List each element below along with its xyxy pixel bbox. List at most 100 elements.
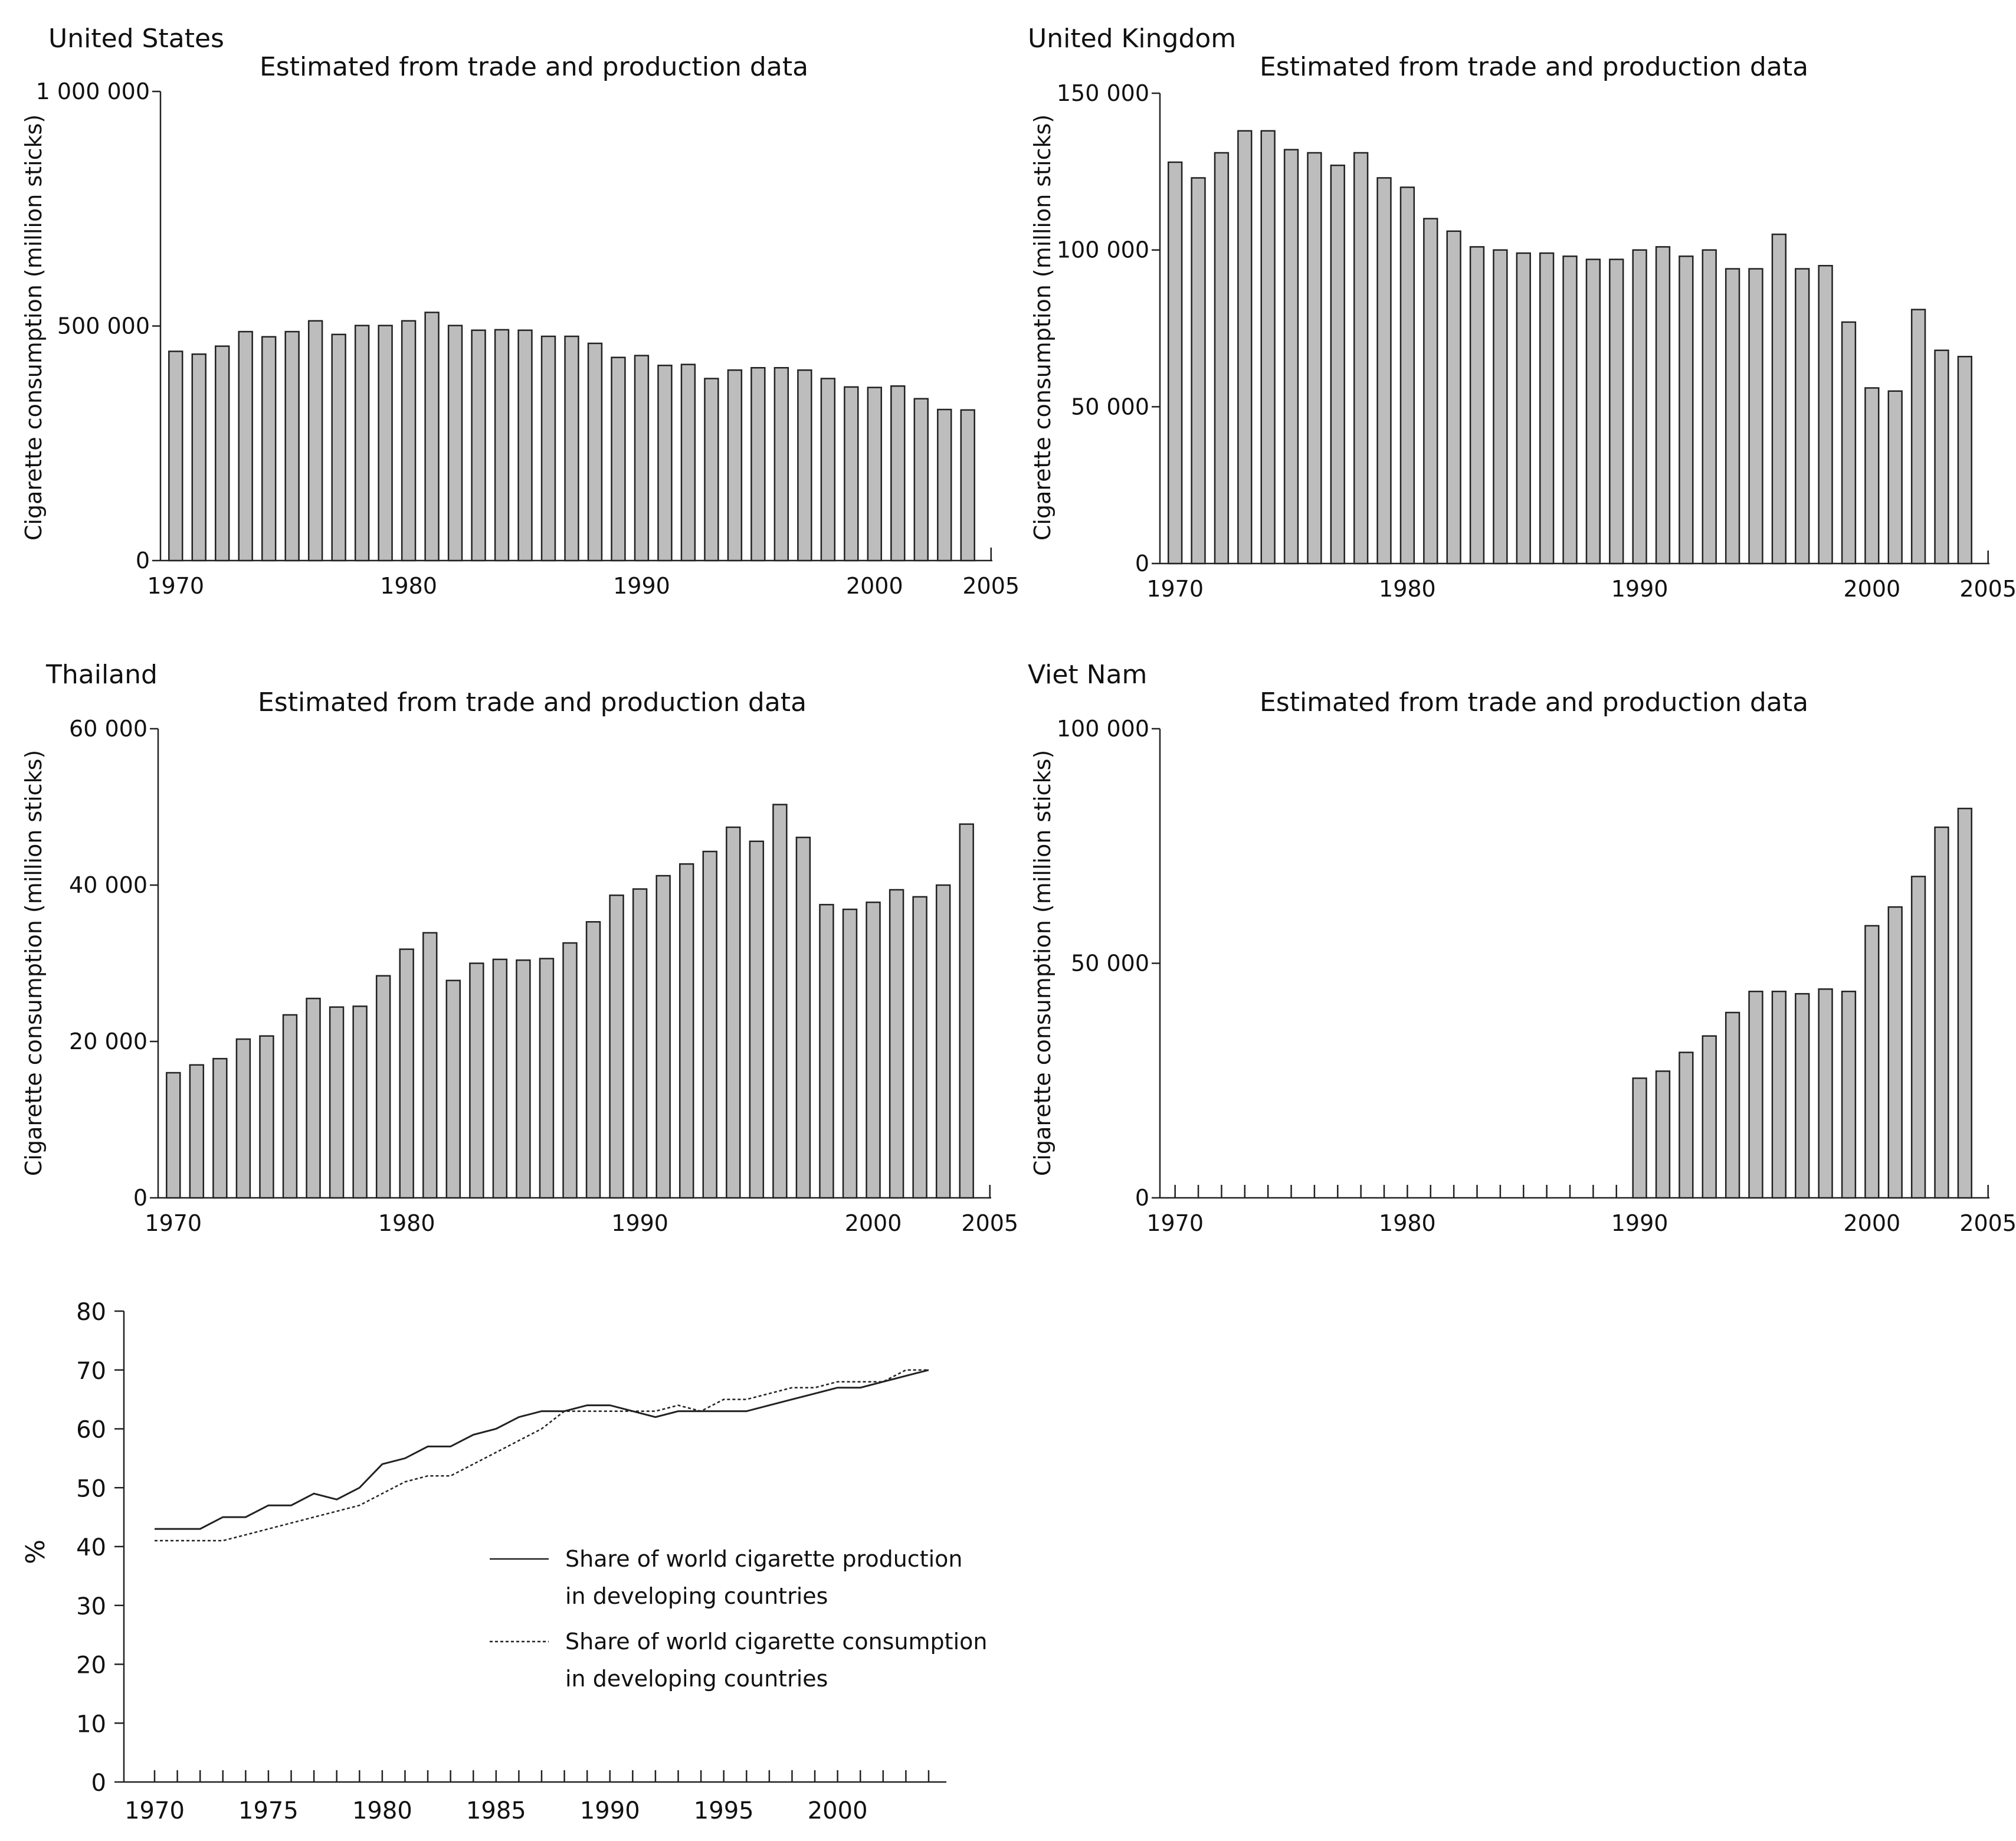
x-tick-label: 1970 [147,573,204,599]
bar-1991 [1655,1070,1671,1199]
bar-2000 [867,386,883,562]
bar-1979 [1376,177,1392,565]
bar-1987 [1562,255,1578,565]
bar-1995 [1748,268,1763,565]
bar-2001 [1887,906,1903,1199]
bar-1981 [424,312,440,562]
y-axis-label: Cigarette consumption (million sticks) [21,750,47,1176]
x-tick-label: 2000 [845,1210,902,1236]
chart-panel-viet-nam: Viet Nam Estimated from trade and produc… [1028,660,2016,1236]
bar-2000 [1864,925,1880,1199]
bar-1994 [727,369,743,562]
x-tick-label: 1970 [124,1797,185,1824]
y-axis-label: % [21,1539,51,1564]
bar-1993 [1702,249,1717,565]
x-tick-label: 2005 [1959,576,2016,602]
bar-1975 [282,1014,298,1199]
legend: Share of world cigarette production in d… [490,1546,987,1692]
bar-2002 [913,398,929,562]
panel-title: United States [48,24,224,54]
bar-2002 [1910,309,1926,565]
bar-1990 [1632,249,1647,565]
bar-2000 [866,901,881,1199]
bar-1971 [189,1064,205,1199]
legend-label-production-line1: Share of world cigarette production [565,1546,962,1572]
bar-1990 [632,888,648,1199]
bar-1989 [1609,258,1624,565]
bar-1992 [680,363,696,562]
bar-1976 [306,997,321,1199]
bar-1973 [1237,130,1253,565]
legend-label-production-line2: in developing countries [565,1583,828,1609]
bar-1994 [726,826,741,1199]
bar-1985 [516,959,531,1199]
bar-1990 [634,355,650,562]
bar-1984 [494,329,510,562]
bar-1996 [773,367,789,562]
bar-1978 [352,1005,368,1199]
y-tick-label: 1 000 000 [36,78,150,104]
chart-panel-united-states: United States Estimated from trade and p… [21,24,1020,599]
y-tick-label: 50 [76,1475,106,1502]
x-tick-label: 2005 [1959,1210,2016,1236]
bar-1987 [564,335,579,562]
bar-1995 [749,840,765,1199]
bar-2003 [937,408,952,562]
bar-1979 [378,325,393,562]
bar-1984 [492,958,508,1199]
series-line-consumption [155,1369,929,1542]
bar-1993 [1702,1035,1717,1199]
y-axis-label: Cigarette consumption (million sticks) [1030,114,1055,540]
bar-1996 [1771,233,1787,565]
bar-2004 [960,409,975,562]
bar-1986 [539,958,555,1199]
bar-1970 [166,1072,181,1199]
y-tick-label: 40 000 [69,872,147,898]
y-tick-label: 150 000 [1057,80,1149,106]
bar-2000 [1864,387,1880,565]
x-tick-label: 1980 [352,1797,412,1824]
bar-1997 [795,836,811,1199]
x-tick-label: 2000 [846,573,903,599]
x-tick-label: 1980 [378,1210,435,1236]
bar-1980 [401,320,417,562]
x-tick-label: 1980 [1379,1210,1436,1236]
bar-1988 [585,921,601,1199]
bar-1978 [1353,152,1369,565]
x-tick-label: 1995 [694,1797,754,1824]
chart-panel-united-kingdom: United Kingdom Estimated from trade and … [1028,24,2016,602]
y-tick-label: 50 000 [1071,394,1149,420]
bar-1999 [1841,990,1857,1199]
series-line-production [155,1369,929,1530]
legend-label-consumption-line1: Share of world cigarette consumption [565,1629,987,1655]
x-tick-label: 1990 [1611,576,1668,602]
bar-1984 [1493,249,1508,565]
bar-1974 [259,1035,274,1199]
bar-1985 [517,329,533,562]
x-tick-label: 1970 [1146,576,1204,602]
bar-1999 [1841,321,1857,565]
bar-1992 [1679,1051,1694,1199]
x-tick-label: 1990 [580,1797,640,1824]
bar-1997 [1795,268,1810,565]
y-tick-label: 70 [76,1358,106,1385]
x-tick-label: 2000 [808,1797,868,1824]
bar-1974 [1260,130,1276,565]
chart-panel-thailand: Thailand Estimated from trade and produc… [21,660,1018,1236]
bar-1970 [168,350,183,562]
bar-1988 [587,342,603,562]
bar-1996 [1771,990,1787,1199]
bar-1992 [1679,255,1694,565]
plot-area: 0 20 000 40 000 60 000 1970 1980 1990 2000 2005 [69,716,1018,1236]
legend-label-consumption-line2: in developing countries [565,1666,828,1692]
bar-1999 [842,908,858,1199]
bar-1971 [191,353,206,562]
bar-1991 [657,365,673,562]
bar-1981 [422,932,438,1199]
bar-1997 [797,369,812,562]
panel-title: Thailand [45,660,158,690]
y-tick-label: 80 [76,1299,106,1326]
y-tick-label: 10 [76,1711,106,1738]
bar-1992 [678,863,694,1199]
